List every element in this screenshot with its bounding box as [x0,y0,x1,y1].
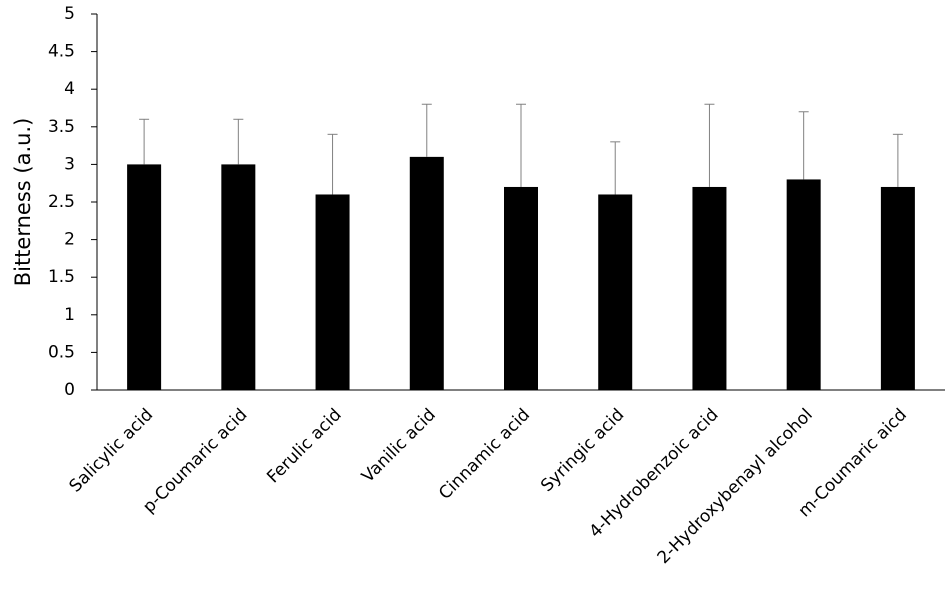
y-tick-label: 5 [64,4,75,24]
y-tick-label: 4 [64,79,75,99]
x-tick-label: Ferulic acid [263,405,345,487]
y-tick-label: 0 [64,380,75,400]
y-tick-label: 3.5 [48,117,75,137]
bar [598,194,633,390]
y-tick-label: 2 [64,230,75,250]
x-tick-label: Cinnamic acid [435,405,534,504]
error-bar [892,133,903,187]
error-bar [704,103,715,187]
bar [221,164,256,390]
error-bar [327,133,338,195]
error-bar [610,141,621,195]
bar [315,194,350,390]
bar [504,186,538,390]
y-tick-label: 0.5 [48,342,75,362]
x-tick-label: Vanilic acid [358,405,440,487]
bar [409,156,444,390]
x-tick-label: p-Coumaric acid [139,405,251,517]
x-tick-label: Salicylic acid [66,405,158,497]
y-axis-label: Bitterness (a.u.) [11,118,35,287]
error-bar [421,103,432,157]
y-tick-label: 3 [64,154,75,174]
y-tick-label: 1.5 [48,267,75,287]
error-bar [516,103,526,187]
bar [692,186,727,390]
y-tick-label: 4.5 [48,42,75,62]
error-bar [139,118,150,165]
error-bar [233,118,244,165]
y-tick-label: 1 [64,305,75,325]
x-tick-label: Syringic acid [537,405,628,496]
bar [127,164,162,390]
error-bar [798,111,809,180]
y-tick-label: 2.5 [48,192,75,212]
x-tick-label: 2-Hydroxybenayl alcohol [654,405,817,568]
bar [880,186,915,390]
bar [786,179,821,390]
